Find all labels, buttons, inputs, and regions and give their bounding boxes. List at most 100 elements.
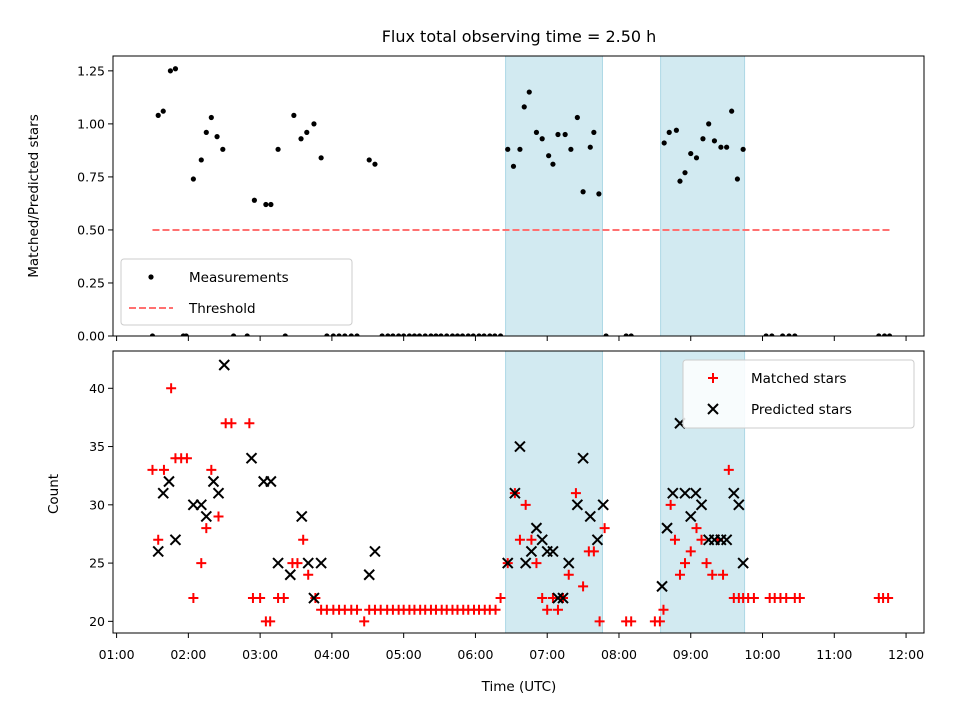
predicted-star-point — [733, 499, 745, 511]
top-y-axis-label: Matched/Predicted stars — [26, 114, 42, 277]
measurement-point — [401, 333, 407, 336]
measurement-point — [718, 144, 724, 150]
measurement-point — [677, 178, 683, 184]
measurement-point — [198, 157, 204, 163]
bottom-y-tick-label: 35 — [89, 439, 105, 454]
predicted-star-point — [690, 487, 702, 499]
measurement-point — [876, 333, 882, 336]
matched-star-point — [244, 418, 255, 429]
measurement-point — [311, 121, 317, 127]
measurement-point — [623, 333, 629, 336]
matched-star-point — [495, 593, 506, 604]
bottom-shaded-interval-0 — [505, 351, 603, 633]
matched-star-point — [196, 558, 207, 569]
x-tick-label: 06:00 — [457, 647, 493, 662]
measurement-point — [354, 333, 360, 336]
measurement-point — [574, 114, 580, 121]
top-y-tick-label: 0.25 — [77, 275, 105, 290]
predicted-star-point — [530, 522, 543, 534]
legend-marker-matched-stars — [708, 373, 718, 383]
matched-star-point — [599, 523, 610, 534]
predicted-star-point — [519, 557, 532, 569]
measurement-point — [786, 333, 792, 336]
measurement-point — [661, 140, 667, 146]
predicted-star-point — [667, 487, 679, 499]
measurement-point — [729, 108, 735, 114]
top-y-tick-label: 0.00 — [77, 329, 105, 344]
predicted-star-point — [296, 510, 308, 523]
measurement-point — [330, 333, 336, 336]
matched-star-point — [303, 569, 314, 580]
measurement-point — [291, 112, 297, 118]
predicted-star-point — [720, 534, 733, 546]
measurement-point — [734, 176, 740, 182]
measurement-point — [596, 191, 602, 197]
measurement-point — [379, 333, 385, 336]
measurement-point — [428, 333, 434, 336]
measurement-point — [517, 146, 523, 152]
matched-star-point — [748, 593, 759, 604]
predicted-star-point — [591, 534, 604, 546]
legend-marker-predicted-stars — [707, 403, 719, 415]
x-tick-label: 11:00 — [816, 647, 852, 662]
measurement-point — [700, 136, 706, 142]
matched-star-point — [578, 581, 589, 592]
legend-label-threshold: Threshold — [188, 301, 256, 317]
measurement-point — [251, 197, 257, 203]
measurement-point — [372, 161, 378, 167]
matched-star-point — [563, 569, 574, 580]
measurement-point — [220, 146, 226, 152]
measurement-point — [348, 333, 354, 336]
measurement-point — [396, 333, 402, 336]
measurement-point — [763, 333, 769, 336]
matched-star-point — [674, 569, 685, 580]
measurement-point — [780, 333, 786, 336]
predicted-star-point — [502, 557, 514, 569]
measurement-point — [449, 333, 456, 336]
predicted-star-point — [509, 487, 521, 499]
measurement-point — [505, 146, 511, 152]
bottom-y-tick-label: 25 — [89, 556, 105, 571]
predicted-star-point — [584, 510, 596, 523]
measurement-point — [497, 333, 504, 336]
legend-label-matched-stars: Matched stars — [751, 371, 847, 387]
top-series-measurements — [149, 66, 893, 336]
top-axes: 0.00 0.25 0.50 0.75 1.00 1.25 Measurements Thre… — [77, 55, 925, 344]
measurement-point — [422, 333, 428, 336]
matched-star-point — [665, 499, 676, 510]
predicted-star-point — [557, 592, 569, 604]
matched-star-point — [707, 569, 718, 580]
top-plot-area — [149, 56, 893, 336]
bottom-plot-area — [147, 351, 894, 633]
measurement-point — [416, 333, 423, 336]
predicted-star-point — [200, 510, 213, 523]
matched-star-point — [531, 558, 542, 569]
matched-star-point — [153, 534, 164, 545]
measurement-point — [886, 333, 893, 336]
predicted-star-point — [212, 487, 225, 499]
chart-title: Flux total observing time = 2.50 h — [382, 27, 657, 46]
matched-star-point — [265, 616, 276, 627]
measurement-point — [172, 66, 179, 72]
matched-star-point — [352, 604, 363, 615]
measurement-point — [682, 170, 688, 176]
measurement-point — [160, 108, 166, 114]
matched-star-point — [166, 383, 177, 394]
bottom-axes-frame — [112, 350, 925, 634]
measurement-point — [533, 129, 540, 135]
matched-star-point — [658, 604, 669, 615]
predicted-star-point — [245, 452, 258, 464]
matched-star-point — [278, 593, 289, 604]
measurement-point — [214, 134, 220, 140]
measurement-point — [487, 333, 493, 336]
measurement-point — [562, 131, 568, 138]
predicted-star-point — [597, 499, 609, 511]
matched-star-point — [547, 593, 558, 604]
measurement-point — [706, 121, 712, 127]
x-axis-label: Time (UTC) — [481, 679, 557, 695]
predicted-star-point — [525, 545, 538, 558]
predicted-star-point — [284, 569, 296, 581]
measurement-point — [244, 333, 250, 336]
matched-star-point — [526, 534, 537, 545]
measurement-point — [304, 129, 310, 135]
